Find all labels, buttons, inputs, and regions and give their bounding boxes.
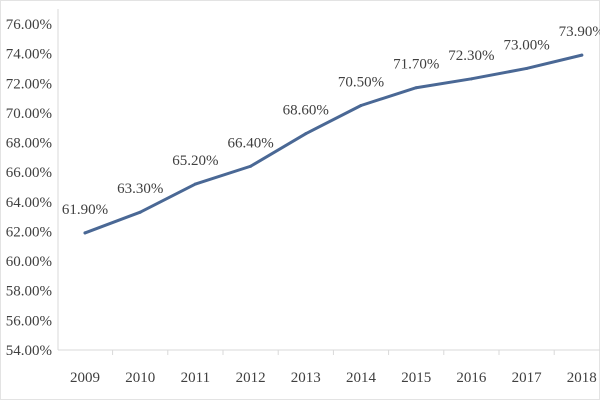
data-label: 73.90%	[559, 24, 600, 40]
y-tick-label: 60.00%	[6, 254, 52, 270]
data-point	[249, 164, 253, 168]
data-label: 73.00%	[503, 37, 549, 53]
y-tick-label: 76.00%	[6, 17, 52, 33]
data-label: 65.20%	[172, 153, 218, 169]
data-label: 63.30%	[117, 181, 163, 197]
data-label: 71.70%	[393, 57, 439, 73]
x-tick-label: 2014	[346, 370, 377, 386]
x-tick-label: 2010	[125, 370, 155, 386]
y-tick-label: 56.00%	[6, 313, 52, 329]
x-tick-label: 2011	[181, 370, 210, 386]
y-tick-label: 54.00%	[6, 343, 52, 359]
x-tick-label: 2016	[456, 370, 487, 386]
data-point	[138, 210, 142, 214]
data-label: 72.30%	[448, 48, 494, 64]
data-point	[193, 182, 197, 186]
y-tick-label: 62.00%	[6, 224, 52, 240]
x-tick-label: 2015	[401, 370, 431, 386]
data-label: 61.90%	[62, 202, 108, 218]
x-tick-label: 2009	[70, 370, 100, 386]
y-tick-label: 64.00%	[6, 195, 52, 211]
x-tick-label: 2013	[291, 370, 321, 386]
y-tick-label: 74.00%	[6, 47, 52, 63]
y-tick-label: 70.00%	[6, 106, 52, 122]
data-label: 66.40%	[227, 135, 273, 151]
data-point	[359, 104, 363, 107]
x-tick-label: 2012	[236, 370, 266, 386]
y-tick-label: 66.00%	[6, 165, 52, 181]
y-tick-label: 58.00%	[6, 284, 52, 300]
y-tick-label: 68.00%	[6, 136, 52, 152]
data-point	[580, 53, 584, 57]
series-line	[83, 53, 584, 235]
data-point	[304, 132, 308, 136]
data-point	[83, 231, 87, 235]
data-label: 68.60%	[283, 103, 329, 119]
data-label: 70.50%	[338, 75, 384, 91]
data-point	[469, 77, 473, 81]
y-tick-label: 72.00%	[6, 76, 52, 92]
data-labels: 61.90% 63.30% 65.20% 66.40% 68.60% 70.50% 71.7…	[62, 24, 600, 218]
x-tick-label: 2018	[567, 370, 597, 386]
y-axis: 54.00% 56.00% 58.00% 60.00% 62.00% 64.00% 66.0…	[6, 9, 59, 359]
data-point	[525, 66, 529, 70]
x-tick-label: 2017	[512, 370, 543, 386]
x-axis: 2009 2010 2011 2012 2013 2014 2015 2016 2017 2018	[58, 349, 600, 386]
data-point	[414, 86, 418, 90]
series-layer	[83, 53, 584, 235]
